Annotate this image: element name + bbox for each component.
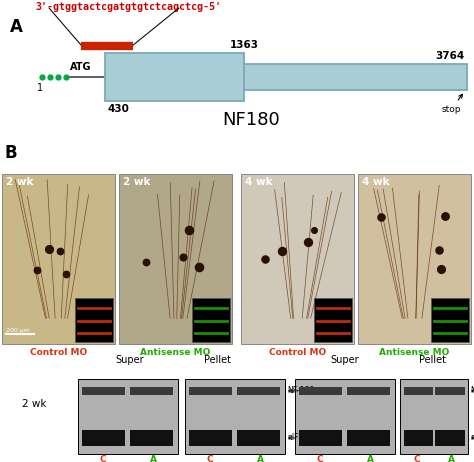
Text: Antisense MO: Antisense MO	[140, 348, 210, 357]
Text: C: C	[317, 455, 323, 462]
Bar	[75, 298, 113, 342]
Bar	[404, 430, 433, 446]
Text: A: A	[447, 455, 455, 462]
Text: stop: stop	[441, 94, 462, 114]
Bar	[299, 430, 342, 446]
Bar	[347, 430, 390, 446]
Text: C: C	[207, 455, 213, 462]
Text: Antisense MO: Antisense MO	[379, 348, 450, 357]
Bar	[189, 430, 232, 446]
Bar	[347, 387, 390, 395]
Text: Super: Super	[331, 355, 359, 365]
Text: Pellet: Pellet	[419, 355, 447, 365]
Text: 2 wk: 2 wk	[6, 176, 34, 187]
Text: B: B	[4, 144, 17, 162]
Text: NF-180: NF-180	[470, 386, 474, 395]
Bar	[244, 64, 467, 90]
Text: 1363: 1363	[229, 40, 258, 50]
Text: ATG: ATG	[70, 62, 91, 73]
Bar	[2, 174, 115, 344]
Text: 4 wk: 4 wk	[245, 176, 273, 187]
Bar	[192, 298, 230, 342]
Text: 2 wk: 2 wk	[123, 176, 151, 187]
Text: Pellet: Pellet	[204, 355, 231, 365]
Bar	[435, 430, 465, 446]
Bar	[400, 379, 468, 454]
Bar	[82, 387, 125, 395]
Text: Control MO: Control MO	[269, 348, 326, 357]
Bar	[435, 387, 465, 395]
Bar	[185, 379, 285, 454]
Bar	[404, 387, 433, 395]
Bar	[105, 53, 244, 101]
Text: C: C	[414, 455, 420, 462]
Text: 4 wk: 4 wk	[238, 400, 263, 409]
Bar	[237, 430, 280, 446]
Bar	[314, 298, 352, 342]
Text: C: C	[100, 455, 106, 462]
Text: A: A	[366, 455, 374, 462]
Bar	[299, 387, 342, 395]
Text: A: A	[149, 455, 156, 462]
Bar	[78, 379, 178, 454]
Bar	[130, 430, 173, 446]
Text: 200 μm: 200 μm	[6, 328, 30, 333]
Bar	[241, 174, 354, 344]
Bar	[130, 387, 173, 395]
Text: Control MO: Control MO	[30, 348, 87, 357]
Text: 3764: 3764	[436, 51, 465, 61]
Text: 430: 430	[108, 104, 129, 114]
Text: nIF-50: nIF-50	[287, 433, 311, 443]
Bar	[237, 387, 280, 395]
Bar	[431, 298, 469, 342]
Text: A: A	[9, 18, 22, 36]
Text: nIF-50: nIF-50	[470, 433, 474, 443]
Bar	[82, 430, 125, 446]
Text: A: A	[256, 455, 264, 462]
Bar	[119, 174, 232, 344]
Text: 1: 1	[37, 83, 44, 93]
Bar	[358, 174, 471, 344]
Bar	[295, 379, 395, 454]
Bar	[189, 387, 232, 395]
Text: NF180: NF180	[222, 111, 280, 129]
Text: 4 wk: 4 wk	[362, 176, 390, 187]
Text: Super: Super	[116, 355, 144, 365]
Text: NF-180: NF-180	[287, 386, 314, 395]
Text: 3'-gtggtactcgatgtgtctcagctcg-5': 3'-gtggtactcgatgtgtctcagctcg-5'	[35, 2, 221, 12]
Text: 2 wk: 2 wk	[22, 400, 46, 409]
